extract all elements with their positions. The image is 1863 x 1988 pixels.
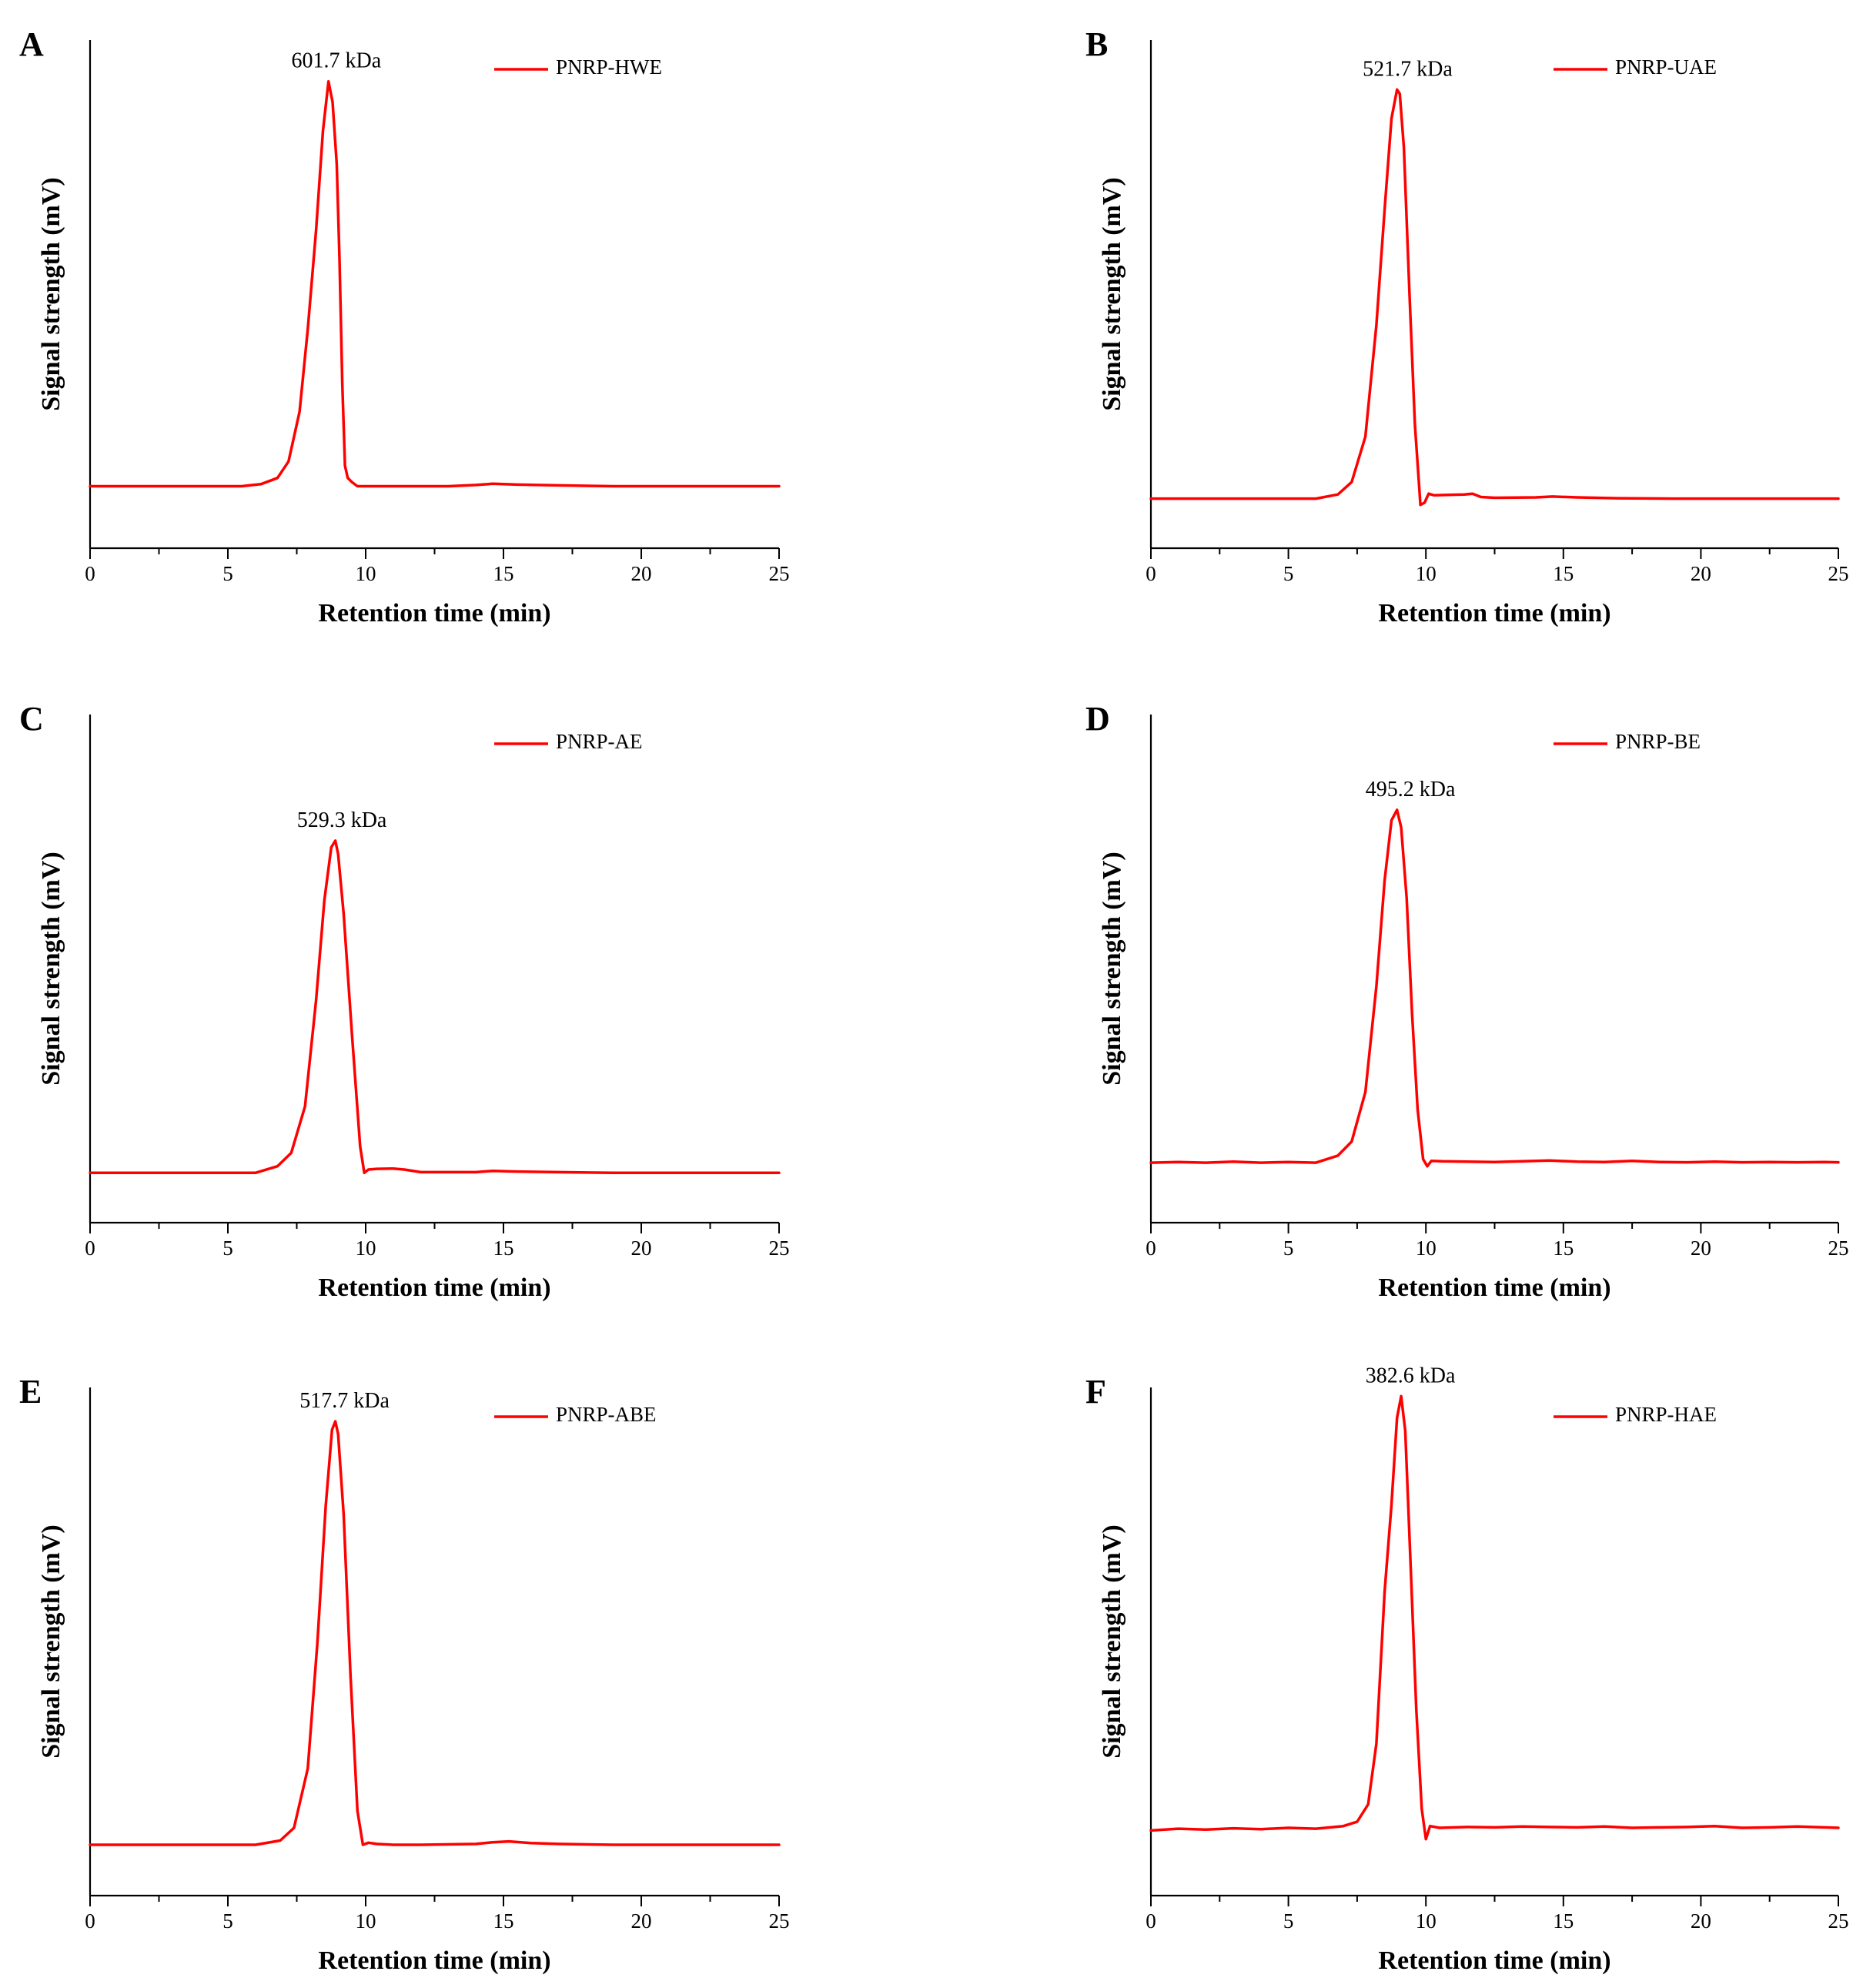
- series-line-pnrp-uae: [1149, 88, 1840, 507]
- x-tick-label: 25: [769, 562, 790, 585]
- x-tick-label: 10: [1416, 562, 1437, 585]
- x-tick-label: 20: [631, 1237, 652, 1260]
- x-tick-label: 0: [85, 562, 95, 585]
- legend-label: PNRP-HWE: [556, 55, 662, 79]
- x-tick-label: 15: [1553, 562, 1574, 585]
- x-tick-label: 15: [1553, 1237, 1574, 1260]
- panel-b: B 0 5 10 15 20 25 Retention time (min) Signal st…: [1085, 25, 1849, 628]
- y-axis-title: Signal strength (mV): [1098, 852, 1126, 1086]
- y-axis-title: Signal strength (mV): [37, 1524, 65, 1759]
- x-tick-label: 25: [1828, 1909, 1849, 1933]
- panel-letter: E: [19, 1373, 42, 1411]
- peak-label: 495.2 kDa: [1366, 778, 1456, 802]
- x-tick-label: 0: [1146, 562, 1156, 585]
- x-tick-label: 5: [1283, 1237, 1294, 1260]
- y-axis-title: Signal strength (mV): [37, 177, 65, 411]
- x-axis-title: Retention time (min): [1378, 1273, 1610, 1302]
- x-tick-label: 5: [222, 1909, 233, 1933]
- y-axis-title: Signal strength (mV): [37, 852, 65, 1086]
- panel-letter: D: [1085, 700, 1110, 738]
- x-tick-label: 10: [356, 1909, 376, 1933]
- x-axis-title: Retention time (min): [318, 599, 550, 628]
- x-tick-label: 0: [85, 1237, 95, 1260]
- x-tick-label: 20: [1691, 562, 1711, 585]
- peak-label: 521.7 kDa: [1363, 57, 1453, 81]
- x-axis-title: Retention time (min): [318, 1273, 550, 1302]
- x-axis-title: Retention time (min): [318, 1946, 550, 1975]
- x-tick-label: 5: [1283, 562, 1294, 585]
- panel-a: A 0 5 10 15 20 25 Retention time (min) Signal st…: [19, 25, 790, 628]
- panel-e: E 0 5 10 15 20 25 Retention time (min) Signal st…: [19, 1373, 790, 1975]
- series-line-pnrp-abe: [89, 1420, 781, 1846]
- x-axis-title: Retention time (min): [1378, 1946, 1610, 1975]
- x-axis-title: Retention time (min): [1378, 599, 1610, 628]
- panel-letter: C: [19, 700, 44, 738]
- series-line-pnrp-hae: [1149, 1394, 1840, 1841]
- x-tick-label: 0: [1146, 1909, 1156, 1933]
- x-tick-label: 5: [222, 1237, 233, 1260]
- panel-letter: A: [19, 25, 44, 63]
- legend-label: PNRP-BE: [1615, 730, 1701, 753]
- x-tick-label: 0: [1146, 1237, 1156, 1260]
- peak-label: 382.6 kDa: [1366, 1364, 1456, 1387]
- x-tick-label: 5: [1283, 1909, 1294, 1933]
- x-tick-label: 0: [85, 1909, 95, 1933]
- legend-label: PNRP-HAE: [1615, 1403, 1717, 1426]
- x-tick-label: 25: [1828, 562, 1849, 585]
- peak-label: 517.7 kDa: [299, 1389, 390, 1413]
- panel-letter: F: [1085, 1373, 1106, 1411]
- x-tick-label: 10: [1416, 1237, 1437, 1260]
- x-tick-label: 25: [1828, 1237, 1849, 1260]
- panel-f: F 0 5 10 15 20 25 Retention time (min) Signal st…: [1085, 1364, 1849, 1975]
- panel-d: D 0 5 10 15 20 25 Retention time (min) Signal st…: [1085, 700, 1849, 1302]
- x-tick-label: 25: [769, 1237, 790, 1260]
- y-axis-title: Signal strength (mV): [1098, 1524, 1126, 1759]
- series-line-pnrp-be: [1149, 808, 1840, 1168]
- legend-label: PNRP-AE: [556, 730, 643, 753]
- x-tick-label: 20: [1691, 1237, 1711, 1260]
- x-tick-label: 15: [493, 1909, 514, 1933]
- x-tick-label: 20: [631, 1909, 652, 1933]
- x-tick-label: 15: [493, 1237, 514, 1260]
- panel-letter: B: [1085, 25, 1108, 63]
- x-tick-label: 20: [1691, 1909, 1711, 1933]
- peak-label: 601.7 kDa: [292, 49, 382, 73]
- x-tick-label: 10: [356, 1237, 376, 1260]
- series-line-pnrp-ae: [89, 839, 781, 1175]
- panel-c: C 0 5 10 15 20 25 Retention time (min) Signal st…: [19, 700, 790, 1302]
- x-tick-label: 10: [356, 562, 376, 585]
- peak-label: 529.3 kDa: [297, 808, 387, 832]
- legend-label: PNRP-UAE: [1615, 55, 1717, 79]
- series-line-pnrp-hwe: [89, 79, 781, 488]
- x-tick-label: 20: [631, 562, 652, 585]
- x-tick-label: 15: [1553, 1909, 1574, 1933]
- legend-label: PNRP-ABE: [556, 1403, 657, 1426]
- y-axis-title: Signal strength (mV): [1098, 177, 1126, 411]
- x-tick-label: 25: [769, 1909, 790, 1933]
- x-tick-label: 10: [1416, 1909, 1437, 1933]
- x-tick-label: 5: [222, 562, 233, 585]
- x-tick-label: 15: [493, 562, 514, 585]
